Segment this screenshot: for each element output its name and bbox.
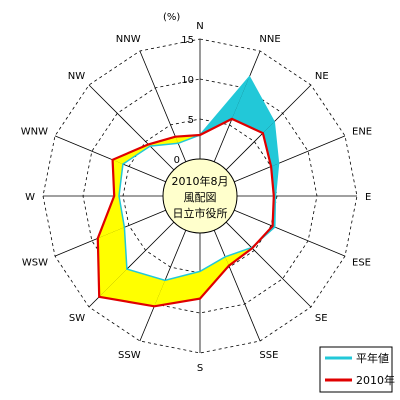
legend-box [319,346,393,393]
direction-label-ese: ESE [352,257,371,268]
diff-fill [112,159,123,196]
direction-label-ene: ENE [352,127,372,138]
direction-label-wnw: WNW [21,127,48,138]
series-line-2010 [96,117,275,308]
direction-label-ssw: SSW [118,350,141,361]
direction-label-nne: NNE [259,34,280,45]
direction-label-wsw: WSW [22,257,48,268]
tick-labels: 0 5 10 15 [174,35,194,166]
direction-labels: N NNE NE ENE E ESE SE SSE S SSW SW WSW W WNW NW NNW [21,21,372,374]
diff-fill [99,269,165,307]
diff-fill [271,163,279,196]
legend-label-annual: 平年値 [356,351,389,365]
unit-label: (%) [163,12,180,23]
center-disc [162,158,238,234]
direction-label-s: S [197,363,203,374]
grid-ring [82,78,318,314]
diff-fill [97,227,127,297]
legend-label-2010: 2010年 [356,373,395,387]
tick-label: 15 [181,35,194,46]
direction-label-nw: NW [68,71,85,82]
series-lines [96,75,280,308]
legend: 平年値 2010年 [319,346,395,393]
tick-label: 10 [181,75,194,86]
center-label-date: 2010年8月 [172,174,229,188]
center-disc-group: 2010年8月 風配図 日立市役所 [162,158,238,234]
direction-label-se: SE [315,313,328,324]
direction-label-nnw: NNW [116,34,141,45]
direction-label-sse: SSE [259,350,278,361]
direction-label-e: E [365,192,371,203]
tick-label: 0 [174,155,180,166]
diff-fill [97,196,125,239]
direction-label-w: W [25,192,35,203]
direction-label-ne: NE [315,71,329,82]
grid-ring [42,38,358,354]
diff-fill [112,144,151,165]
diff-fill [231,76,275,134]
center-label-location: 日立市役所 [173,206,228,220]
direction-label-sw: SW [69,313,85,324]
series-line-annual [118,75,280,282]
diff-fill [154,271,200,307]
center-label-title: 風配図 [184,191,217,204]
tick-label: 5 [188,115,194,126]
direction-label-n: N [196,21,203,32]
